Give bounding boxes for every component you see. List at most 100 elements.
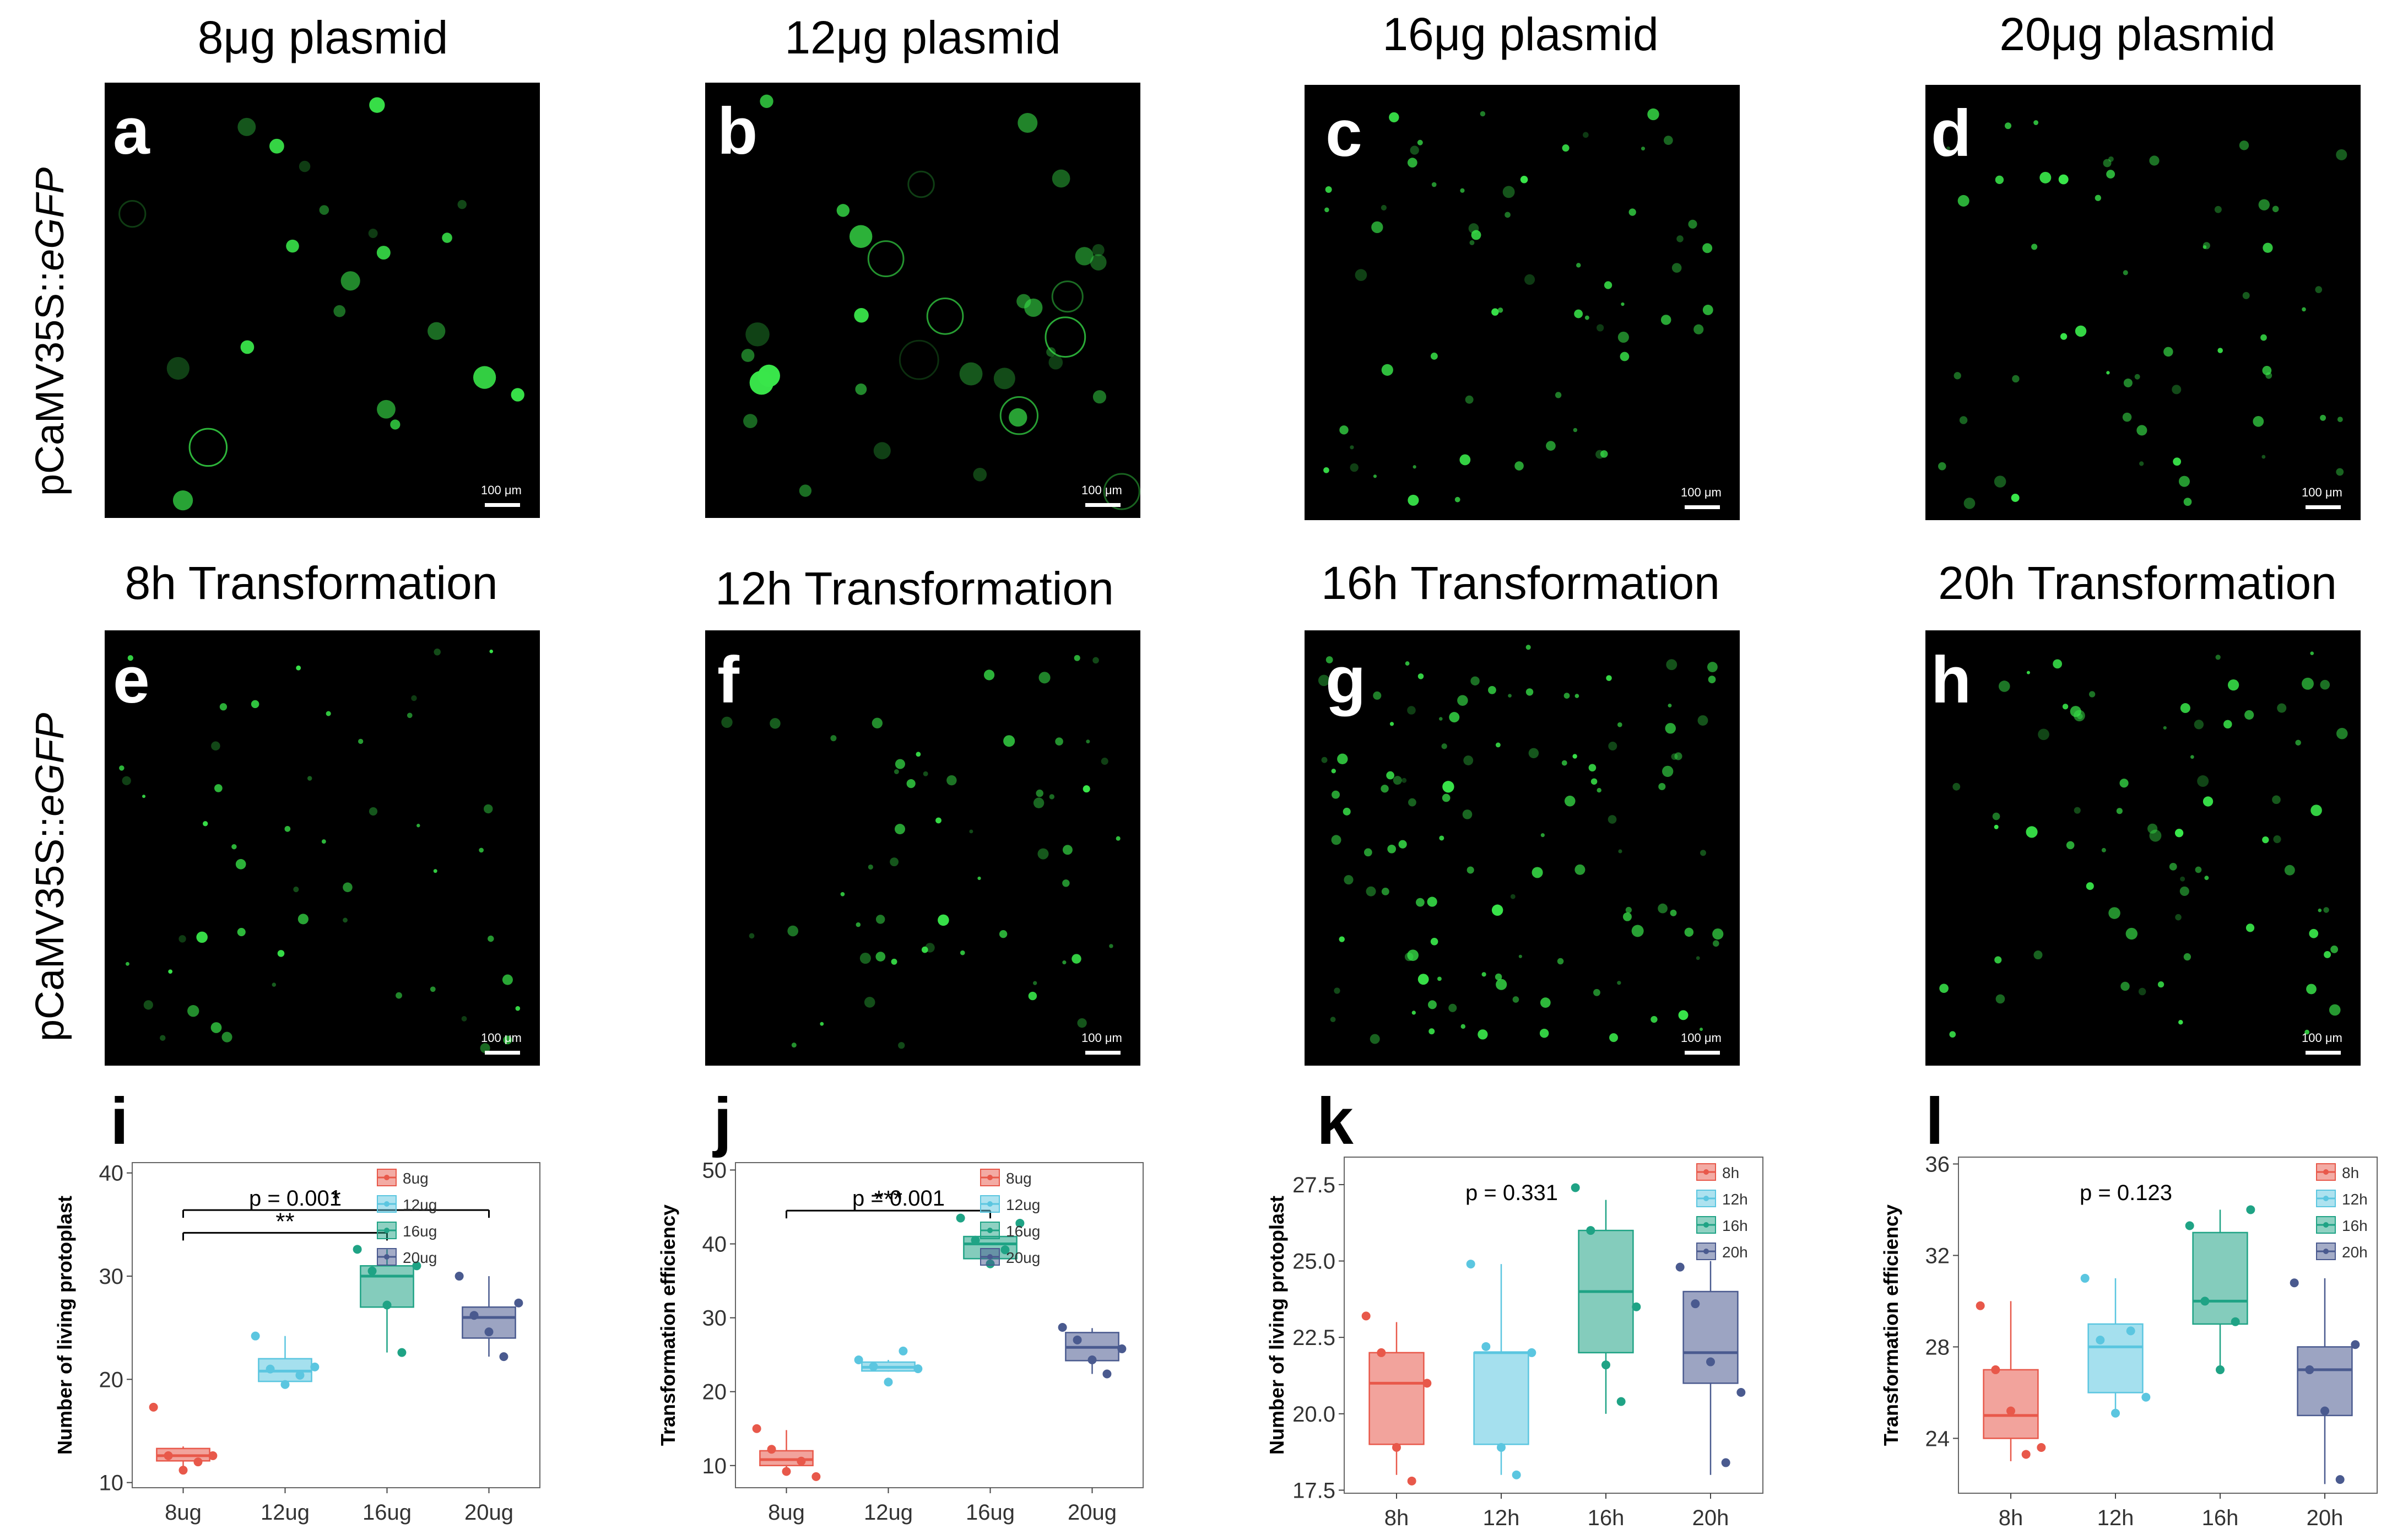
protoplast-cell (1439, 835, 1444, 841)
data-point (1586, 1226, 1595, 1235)
chart-letter-l: l (1925, 1084, 1944, 1158)
data-point (412, 1261, 421, 1271)
protoplast-cell (2310, 651, 2314, 656)
protoplast-cell (993, 368, 1015, 390)
protoplast-cell (1018, 112, 1038, 133)
protoplast-cell (840, 892, 845, 896)
protoplast-cell (1048, 355, 1063, 370)
scale-bar (2306, 505, 2341, 509)
fluorescence-field (1318, 645, 1724, 1044)
data-point (1015, 1218, 1025, 1228)
x-tick-label: 8h (1384, 1506, 1409, 1530)
protoplast-cell (2190, 755, 2194, 759)
data-point (1102, 1369, 1112, 1379)
x-tick-label: 16ug (966, 1500, 1015, 1525)
protoplast-cell (2306, 984, 2317, 995)
protoplast-cell (178, 935, 186, 943)
protoplast-cell (1660, 315, 1671, 325)
protoplast-cell (1441, 743, 1447, 749)
protoplast-cell (1671, 263, 1682, 273)
protoplast-cell (127, 655, 133, 661)
data-point (367, 1266, 377, 1276)
protoplast-cell (2116, 808, 2123, 814)
column-title-8h: 8h Transformation (125, 557, 498, 609)
protoplast-cell (376, 246, 391, 260)
protoplast-cell (760, 94, 773, 108)
data-point (782, 1467, 791, 1476)
protoplast-cell (307, 776, 312, 781)
protoplast-cell (969, 829, 973, 834)
protoplast-cell (2088, 691, 2096, 698)
protoplast-cell (1693, 324, 1704, 334)
protoplast-cell (1350, 463, 1359, 472)
protoplast-cell (895, 824, 906, 835)
x-tick-label: 8h (1999, 1506, 2023, 1530)
protoplast-cell (2324, 950, 2331, 958)
protoplast-cell (799, 484, 812, 497)
protoplast-cell (1641, 147, 1646, 151)
protoplast-cell (872, 717, 883, 728)
y-axis-label: Number of living protoplast (53, 1196, 76, 1455)
data-point (1721, 1458, 1730, 1467)
protoplast-cell (2062, 704, 2069, 710)
protoplast-cell (396, 992, 402, 999)
protoplast-cell (1381, 204, 1387, 211)
protoplast-cell (1092, 657, 1099, 664)
data-point (469, 1311, 479, 1320)
data-point (2141, 1392, 2151, 1402)
protoplast-cell (1584, 315, 1589, 320)
protoplast-cell (1389, 722, 1394, 726)
panel-letter: g (1325, 643, 1366, 717)
legend-swatch-dot (384, 1201, 389, 1207)
protoplast-cell (284, 825, 291, 832)
protoplast-cell (741, 349, 755, 362)
protoplast-cell (1077, 1018, 1087, 1028)
data-point (2305, 1365, 2314, 1374)
protoplast-cell (1408, 494, 1419, 506)
protoplast-cell (235, 859, 246, 869)
protoplast-cell (1448, 1003, 1457, 1012)
protoplast-cell (1525, 688, 1534, 696)
protoplast-cell (1430, 352, 1438, 360)
legend-swatch-dot (1703, 1196, 1709, 1201)
y-tick-label: 25.0 (1292, 1250, 1335, 1274)
protoplast-cell (916, 752, 921, 757)
protoplast-cell (894, 769, 899, 774)
y-tick-label: 20 (702, 1380, 727, 1405)
protoplast-cell (1959, 416, 1968, 424)
scale-bar (485, 1051, 520, 1055)
protoplast-cell (864, 997, 875, 1008)
protoplast-cell (2026, 671, 2030, 674)
fluorescence-field (119, 649, 521, 1054)
protoplast-cell (2258, 199, 2270, 210)
protoplast-cell (488, 935, 494, 942)
protoplast-cell (1393, 776, 1402, 785)
protoplast-cell (1684, 927, 1694, 937)
protoplast-cell (1387, 844, 1397, 854)
protoplast-cell (2106, 371, 2110, 375)
protoplast-cell (2101, 847, 2106, 852)
data-point (1117, 1344, 1127, 1353)
protoplast-cell (2123, 378, 2133, 387)
protoplast-cell (1370, 1034, 1380, 1044)
x-tick-label: 12h (1483, 1506, 1520, 1530)
data-point (2351, 1340, 2360, 1349)
protoplast-cell (895, 759, 905, 769)
box-8h (1983, 1369, 2039, 1439)
protoplast-cell (1355, 269, 1367, 281)
legend-label: 8ug (403, 1170, 429, 1187)
protoplast-cell (787, 925, 799, 937)
protoplast-cell (2033, 950, 2043, 960)
protoplast-cell (1617, 722, 1622, 727)
protoplast-cell (1092, 244, 1105, 256)
protoplast-cell (1502, 186, 1515, 198)
data-point (913, 1364, 923, 1374)
legend-swatch-dot (987, 1175, 993, 1180)
scale-bar-label: 100 μm (1081, 483, 1122, 497)
protoplast-cell (240, 340, 255, 354)
micrograph-g: g 100 μm (1305, 630, 1740, 1066)
protoplast-cell (1467, 866, 1474, 874)
protoplast-cell (859, 953, 871, 964)
protoplast-cell (2217, 348, 2223, 353)
protoplast-cell (1696, 956, 1700, 960)
